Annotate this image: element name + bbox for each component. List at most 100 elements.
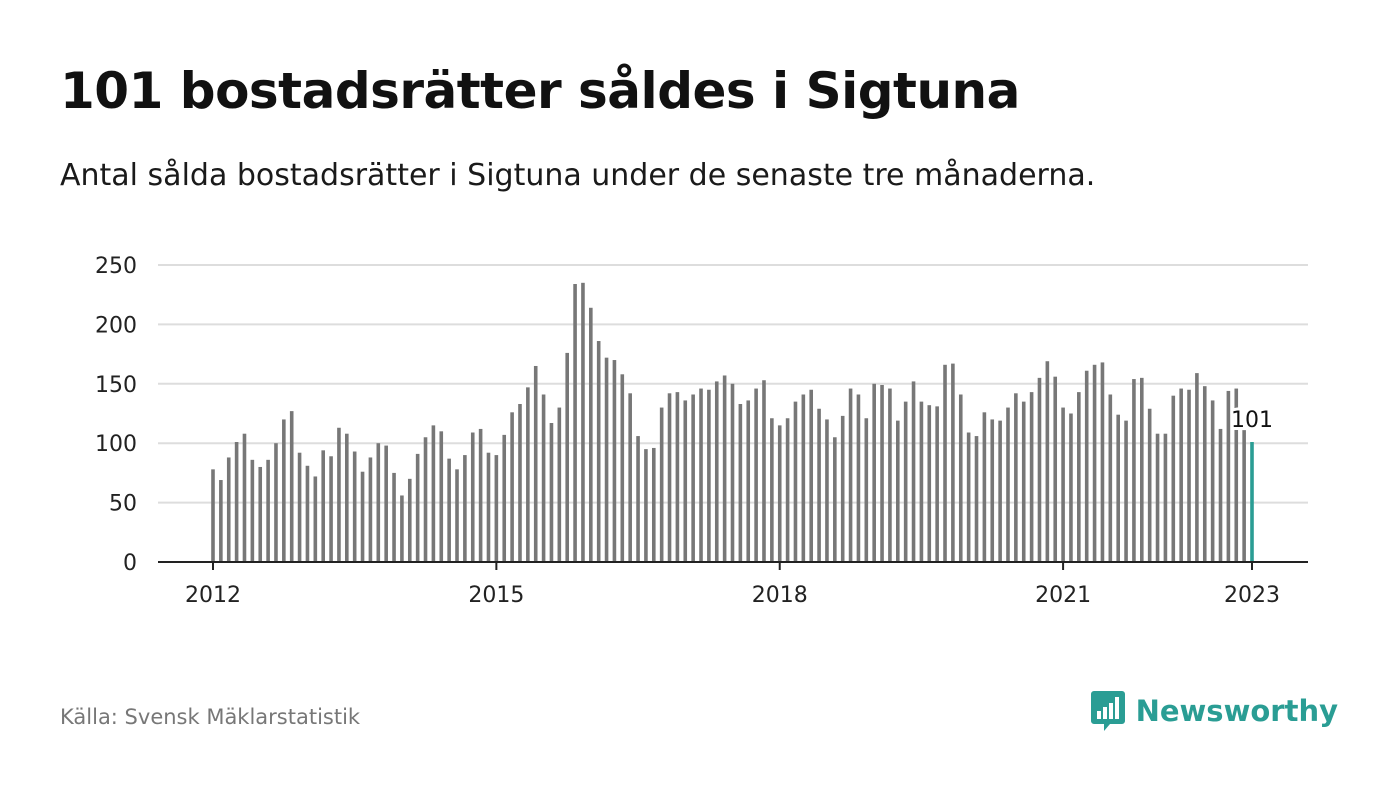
chart-title: 101 bostadsrätter såldes i Sigtuna [60, 62, 1020, 120]
bar [833, 437, 837, 562]
bar [982, 412, 987, 562]
bar [667, 393, 672, 562]
bar [714, 381, 719, 562]
bar [289, 411, 294, 562]
brand-logo[interactable]: Newsworthy [1090, 686, 1338, 736]
bar [958, 394, 963, 562]
bar [463, 455, 467, 562]
bar [234, 442, 239, 562]
bar [557, 407, 562, 562]
bar [502, 434, 507, 562]
bar [848, 388, 853, 562]
bar [368, 457, 373, 562]
bar [1163, 433, 1168, 562]
bar [722, 375, 727, 562]
bar [746, 400, 751, 562]
bar [927, 405, 932, 562]
bar [1147, 408, 1152, 562]
bar [1092, 364, 1097, 562]
bar [1210, 400, 1215, 562]
bar [431, 425, 436, 562]
x-tick-label: 2018 [752, 583, 808, 608]
bar-highlight [1250, 442, 1254, 562]
bar [565, 352, 569, 562]
bar [707, 389, 711, 562]
y-tick-label: 0 [123, 551, 137, 576]
bar [415, 453, 420, 562]
bar [1029, 392, 1034, 562]
bar [636, 436, 640, 562]
bar-chart: 0 50 100 150 200 250 2012 2015 2018 2021 2023 1011… [95, 254, 1308, 608]
bar [974, 436, 979, 562]
bar [699, 388, 703, 562]
source-note: Källa: Svensk Mäklarstatistik [60, 705, 361, 729]
bar [305, 465, 310, 562]
bar [935, 406, 939, 562]
bar [282, 419, 286, 562]
bar [258, 466, 263, 562]
y-tick-label: 150 [95, 373, 137, 398]
bar [384, 445, 388, 562]
bar [612, 360, 617, 562]
bar [455, 469, 459, 562]
bar [951, 363, 955, 562]
bar [1061, 407, 1065, 562]
bar [596, 341, 601, 562]
bar [691, 394, 695, 562]
bar [549, 423, 554, 562]
bar [478, 428, 483, 562]
bar [943, 364, 947, 562]
x-tick-label: 2015 [468, 583, 524, 608]
y-tick-label: 50 [109, 492, 137, 517]
bar [888, 388, 892, 562]
bar [856, 394, 861, 562]
bar [1006, 407, 1010, 562]
brand-name: Newsworthy [1135, 694, 1338, 728]
bar [770, 418, 774, 562]
bar [754, 388, 758, 562]
bar [345, 433, 349, 562]
bar [337, 427, 341, 562]
bar [1171, 395, 1176, 562]
bar [1014, 393, 1018, 562]
bar [872, 383, 876, 562]
bar [313, 476, 318, 562]
bar [903, 401, 908, 562]
bar [219, 480, 223, 562]
bar [447, 458, 451, 562]
bar [809, 389, 814, 562]
bar [400, 495, 404, 562]
bar [1195, 373, 1199, 562]
bar [1179, 388, 1183, 562]
bar [329, 456, 333, 562]
bar [644, 449, 648, 562]
bar [998, 420, 1002, 562]
bar [274, 443, 278, 562]
bar [730, 383, 735, 562]
bar [1021, 401, 1026, 562]
bar [510, 412, 514, 562]
bar [266, 459, 270, 562]
bar [242, 433, 247, 562]
bar [683, 400, 688, 562]
bar [407, 478, 412, 562]
x-tick-label: 2021 [1035, 583, 1091, 608]
bar [376, 443, 381, 562]
bar [1140, 377, 1144, 562]
bar [1234, 388, 1239, 562]
bar [1187, 389, 1191, 562]
bar [541, 394, 546, 562]
bar [533, 365, 538, 562]
bar [589, 307, 593, 562]
bar [825, 419, 829, 562]
data-label-halo: 101 [1231, 408, 1273, 433]
bar [896, 420, 900, 562]
x-tick-label: 2023 [1224, 583, 1280, 608]
bar [1226, 390, 1231, 562]
bar [423, 437, 428, 562]
y-tick-label: 250 [95, 254, 137, 279]
bar [762, 380, 766, 562]
chart-subtitle: Antal sålda bostadsrätter i Sigtuna unde… [60, 158, 1096, 193]
bar [1155, 433, 1160, 562]
bar [840, 415, 845, 562]
